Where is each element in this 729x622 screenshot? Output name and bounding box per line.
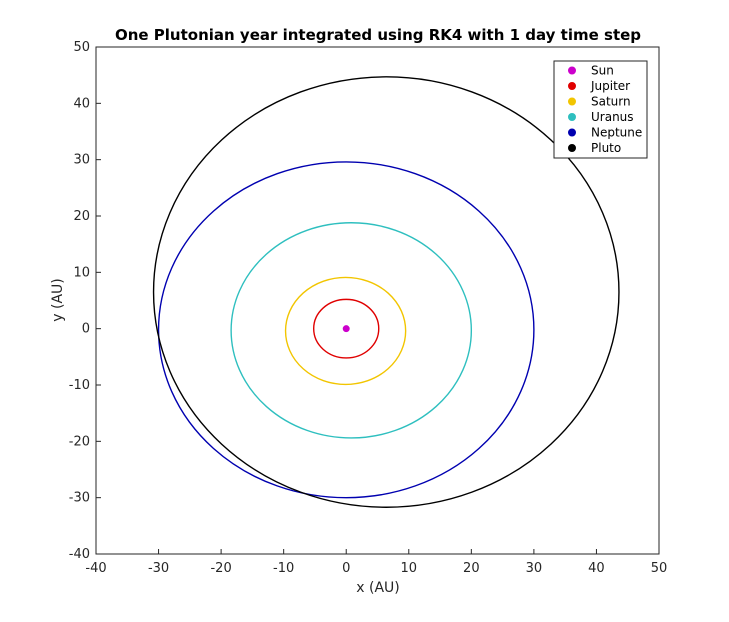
legend-marker-pluto [568,144,576,152]
axes-box [95,46,660,555]
x-axis-label: x (AU) [356,580,399,596]
y-tick-label: 0 [82,322,90,337]
x-tick-label: 10 [401,561,418,576]
legend-marker-saturn [568,97,576,106]
y-tick-label: 20 [73,209,90,224]
x-tick-label: 40 [588,561,605,576]
x-tick-label: 0 [342,561,350,576]
legend-label-sun: Sun [591,64,614,78]
y-tick-label: -30 [69,491,90,506]
series-jupiter-orbit [312,298,380,359]
chart-title: One Plutonian year integrated using RK4 … [115,26,641,44]
y-axis-ticks: -40 -30 -20 -10 0 10 20 30 40 50 [69,40,101,562]
plot-area [152,76,620,508]
legend-label-jupiter: Jupiter [590,79,630,93]
x-tick-label: -20 [210,561,231,576]
y-tick-label: 30 [73,153,90,168]
x-tick-label: -40 [85,561,106,576]
legend-box [553,60,648,159]
x-tick-label: 50 [651,561,668,576]
series-neptune-orbit [157,161,535,499]
legend-marker-neptune [568,128,576,137]
y-tick-label: -10 [69,378,90,393]
legend-label-saturn: Saturn [591,95,631,109]
legend-marker-jupiter [568,82,576,90]
x-tick-label: -30 [148,561,169,576]
y-tick-label: -40 [69,547,90,562]
y-axis-label: y (AU) [50,278,66,321]
legend-label-neptune: Neptune [591,126,642,140]
x-axis-ticks: -40 -30 -20 -10 0 10 20 30 40 50 [85,549,667,576]
series-saturn-orbit [284,276,407,386]
legend-label-pluto: Pluto [591,141,621,155]
legend-label-uranus: Uranus [591,110,634,124]
legend-marker-sun [568,66,576,75]
x-tick-label: 20 [463,561,480,576]
y-tick-label: 40 [73,96,90,111]
legend-marker-uranus [568,113,576,121]
x-tick-label: -10 [273,561,294,576]
series-pluto-orbit [152,76,620,508]
series-uranus-orbit [230,222,473,439]
y-tick-label: 50 [73,40,90,55]
y-tick-label: -20 [69,434,90,449]
x-tick-label: 30 [526,561,543,576]
y-tick-label: 10 [73,265,90,280]
series-sun-marker [342,325,350,333]
